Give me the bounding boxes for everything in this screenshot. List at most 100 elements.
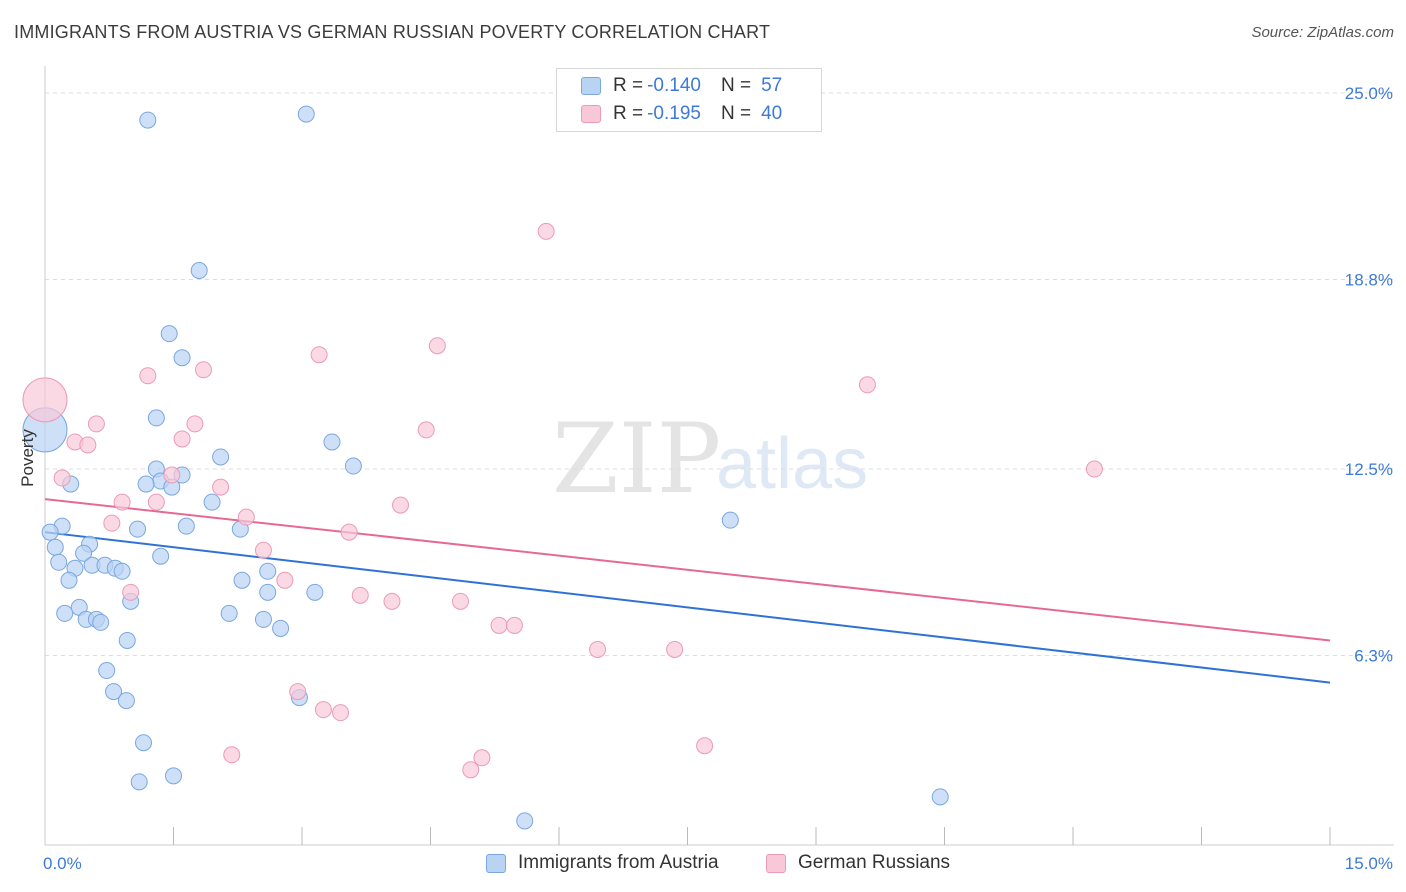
point-austria [306, 583, 324, 601]
point-austria [212, 448, 230, 466]
point-austria [46, 538, 64, 556]
point-austria [272, 619, 290, 637]
watermark-atlas: atlas [716, 424, 868, 504]
point-austria [516, 812, 534, 830]
point-german-russians [351, 586, 369, 604]
point-german-russians [1085, 460, 1103, 478]
point-german-russians [237, 508, 255, 526]
point-austria [147, 409, 165, 427]
point-german-russians [392, 496, 410, 514]
point-austria [160, 325, 178, 343]
point-austria [130, 773, 148, 791]
point-german-russians [310, 346, 328, 364]
point-german-russians [589, 640, 607, 658]
x-tick-label: 15.0% [1345, 854, 1393, 873]
point-german-russians [666, 640, 684, 658]
point-german-russians [194, 361, 212, 379]
watermark: ZIP atlas [552, 403, 868, 515]
point-german-russians [22, 377, 68, 423]
point-german-russians [79, 436, 97, 454]
legend-swatch-pink [581, 105, 601, 123]
point-german-russians [417, 421, 435, 439]
point-austria [233, 571, 251, 589]
watermark-zip: ZIP [552, 403, 721, 515]
series-legend-german-russians[interactable]: German Russians [766, 852, 950, 874]
point-austria [98, 662, 116, 680]
point-austria [190, 262, 208, 280]
point-austria [220, 604, 238, 622]
point-austria [203, 493, 221, 511]
correlation-legend: R = -0.140 N = 57 R = -0.195 N = 40 [556, 68, 822, 132]
y-axis-label: Poverty [18, 429, 37, 487]
legend-r-value: -0.195 [647, 103, 701, 124]
point-austria [50, 553, 68, 571]
legend-n-label: N = [720, 75, 752, 96]
point-german-russians [147, 493, 165, 511]
point-austria [139, 111, 157, 129]
point-german-russians [451, 592, 469, 610]
point-austria [254, 610, 272, 628]
point-german-russians [163, 466, 181, 484]
point-german-russians [113, 493, 131, 511]
series-name: German Russians [798, 852, 951, 873]
data-points [22, 105, 1103, 830]
legend-r-value: -0.140 [647, 75, 701, 96]
point-austria [92, 613, 110, 631]
point-austria [41, 523, 59, 541]
point-german-russians [122, 583, 140, 601]
point-german-russians [332, 704, 350, 722]
series-legend-austria[interactable]: Immigrants from Austria [486, 852, 719, 874]
point-austria [297, 105, 315, 123]
tick-labels: 6.3% 12.5% 18.8% 25.0% 0.0% 15.0% [43, 84, 1393, 873]
point-austria [129, 520, 147, 538]
point-german-russians [173, 430, 191, 448]
point-german-russians [103, 514, 121, 532]
series-swatch-blue [486, 853, 506, 873]
point-german-russians [53, 469, 71, 487]
legend-n-value: 57 [761, 75, 783, 96]
point-austria [135, 734, 153, 752]
point-german-russians [537, 222, 555, 240]
point-austria [56, 604, 74, 622]
point-german-russians [254, 541, 272, 559]
point-german-russians [340, 523, 358, 541]
point-austria [117, 692, 135, 710]
point-austria [931, 788, 949, 806]
series-name: Immigrants from Austria [518, 852, 719, 873]
y-tick-label: 25.0% [1345, 84, 1393, 103]
grid-lines [45, 92, 1394, 657]
point-german-russians [858, 376, 876, 394]
point-austria [137, 475, 155, 493]
point-german-russians [289, 683, 307, 701]
point-austria [259, 583, 277, 601]
legend-n-label: N = [720, 103, 752, 124]
legend-row-austria: R = -0.140 N = 57 [581, 73, 782, 99]
point-austria [118, 631, 136, 649]
point-german-russians [505, 616, 523, 634]
point-austria [105, 683, 123, 701]
point-austria [113, 562, 131, 580]
point-german-russians [87, 415, 105, 433]
point-german-russians [186, 415, 204, 433]
series-swatch-pink [766, 853, 786, 873]
point-austria [323, 433, 341, 451]
legend-r-label: R = [613, 75, 644, 96]
series-legend: Immigrants from Austria German Russians [0, 852, 1406, 878]
point-german-russians [212, 478, 230, 496]
trend-line-german-russians [44, 498, 1331, 642]
trend-line-austria [44, 531, 1331, 684]
point-austria [165, 767, 182, 785]
point-german-russians [473, 749, 491, 767]
legend-n-value: 40 [761, 103, 783, 124]
point-austria [344, 457, 362, 475]
point-german-russians [696, 737, 714, 755]
y-tick-label: 18.8% [1345, 271, 1393, 290]
point-german-russians [462, 761, 480, 779]
point-german-russians [314, 701, 332, 719]
chart-title: IMMIGRANTS FROM AUSTRIA VS GERMAN RUSSIA… [14, 22, 771, 42]
y-tick-label: 6.3% [1354, 647, 1393, 666]
point-german-russians [276, 571, 294, 589]
point-austria [75, 544, 93, 562]
legend-row-german-russians: R = -0.195 N = 40 [581, 101, 782, 127]
